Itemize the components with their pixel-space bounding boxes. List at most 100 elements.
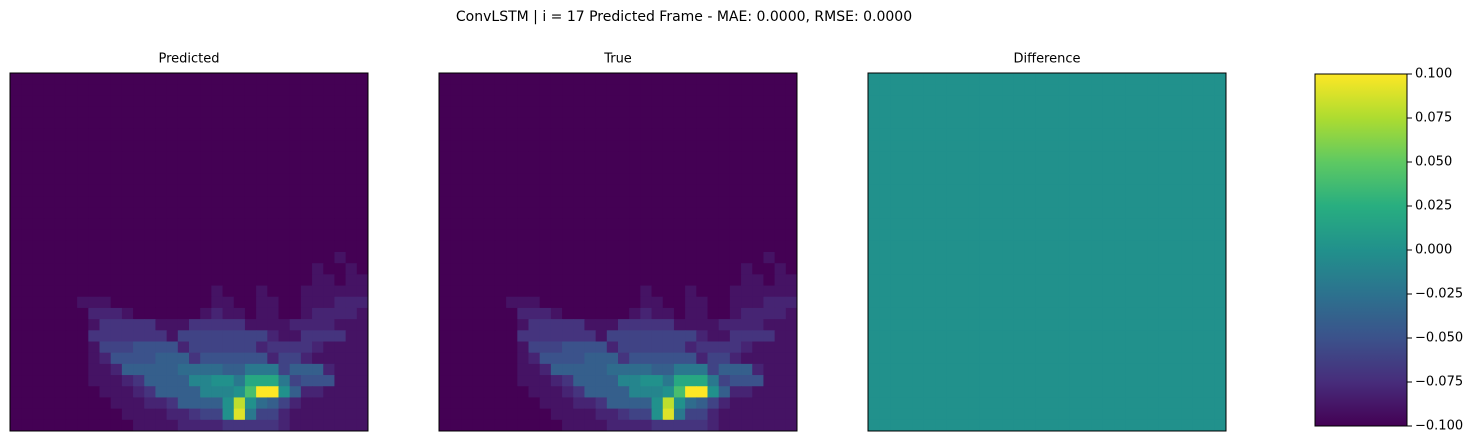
heatmap-cell [334,419,347,432]
heatmap-cell [121,307,134,320]
heatmap-cell [211,408,224,421]
heatmap-cell [1069,128,1082,141]
heatmap-cell [1102,140,1115,152]
heatmap-cell [1002,252,1014,264]
heatmap-cell [1047,117,1059,130]
heatmap-cell [334,341,347,354]
heatmap-cell [550,95,563,108]
heatmap-cell [573,173,585,186]
heatmap-cell [729,240,742,253]
heatmap-cell [901,386,914,398]
heatmap-cell [640,419,653,432]
heatmap-cell [450,151,462,163]
heatmap-cell [345,218,358,231]
heatmap-cell [1203,307,1216,320]
heatmap-cell [1102,319,1115,331]
heatmap-cell [573,263,585,275]
heatmap-cell [483,140,496,152]
heatmap-cell [1080,140,1093,152]
heatmap-cell [21,419,33,432]
heatmap-cell [573,240,585,253]
heatmap-cell [629,240,641,253]
heatmap-cell [718,196,731,208]
heatmap-cell [121,229,134,242]
heatmap-cell [211,274,224,287]
heatmap-cell [1158,330,1171,342]
heatmap-cell [506,263,518,275]
heatmap-cell [763,397,776,410]
heatmap-cell [935,128,947,141]
heatmap-cell [133,363,145,376]
heatmap-cell [200,117,212,130]
heatmap-cell [312,240,324,253]
heatmap-cell [539,73,552,85]
heatmap-cell [77,140,89,152]
heatmap-cell [43,419,56,432]
heatmap-cell [718,173,731,186]
heatmap-cell [121,84,134,96]
heatmap-cell [729,386,742,398]
heatmap-cell [763,307,776,320]
heatmap-cell [345,263,358,275]
heatmap-cell [991,84,1003,96]
heatmap-cell [763,240,776,253]
heatmap-cell [868,218,880,231]
colorbar-tick-label: 0.025 [1415,199,1452,214]
heatmap-cell [517,240,529,253]
heatmap-cell [450,363,462,376]
heatmap-cell [43,397,56,410]
heatmap-cell [618,229,630,242]
heatmap-cell [539,95,552,108]
heatmap-cell [1125,240,1137,253]
heatmap-cell [356,184,369,197]
heatmap-cell [1047,84,1059,96]
heatmap-cell [752,307,764,320]
heatmap-cell [461,128,474,141]
heatmap-cell [946,173,958,186]
heatmap-cell [1136,386,1149,398]
heatmap-cell [991,73,1003,85]
heatmap-cell [1181,285,1193,298]
heatmap-cell [539,397,552,410]
heatmap-cell [1136,363,1149,376]
heatmap-cell [890,419,903,432]
heatmap-cell [1102,229,1115,242]
heatmap-cell [256,386,268,398]
heatmap-cell [718,330,731,342]
heatmap-cell [901,229,914,242]
heatmap-cell [991,419,1003,432]
heatmap-cell [901,73,914,85]
heatmap-cell [256,128,268,141]
heatmap-cell [584,140,597,152]
heatmap-cell [618,296,630,309]
heatmap-cell [1035,240,1048,253]
heatmap-cell [879,252,891,264]
heatmap-cell [121,319,134,331]
heatmap-cell [211,184,224,197]
heatmap-cell [1181,95,1193,108]
heatmap-cell [300,218,313,231]
heatmap-cell [461,106,474,119]
heatmap-cell [1013,307,1026,320]
heatmap-cell [1125,307,1137,320]
heatmap-cell [901,307,914,320]
heatmap-cell [233,375,246,387]
heatmap-cell [685,296,697,309]
heatmap-cell [144,196,156,208]
heatmap-cell [99,307,112,320]
heatmap-cell [890,95,903,108]
heatmap-cell [1035,218,1048,231]
heatmap-cell [662,408,675,421]
colorbar-tick-label: −0.025 [1415,287,1463,302]
heatmap-cell [1047,151,1059,163]
heatmap-cell [968,341,981,354]
heatmap-cell [222,173,235,186]
heatmap-cell [133,106,145,119]
heatmap-cell [901,95,914,108]
heatmap-cell [1203,408,1216,421]
heatmap-cell [1047,341,1059,354]
heatmap-cell [289,330,302,342]
heatmap-cell [166,229,179,242]
heatmap-cell [133,162,145,175]
heatmap-cell [334,408,347,421]
